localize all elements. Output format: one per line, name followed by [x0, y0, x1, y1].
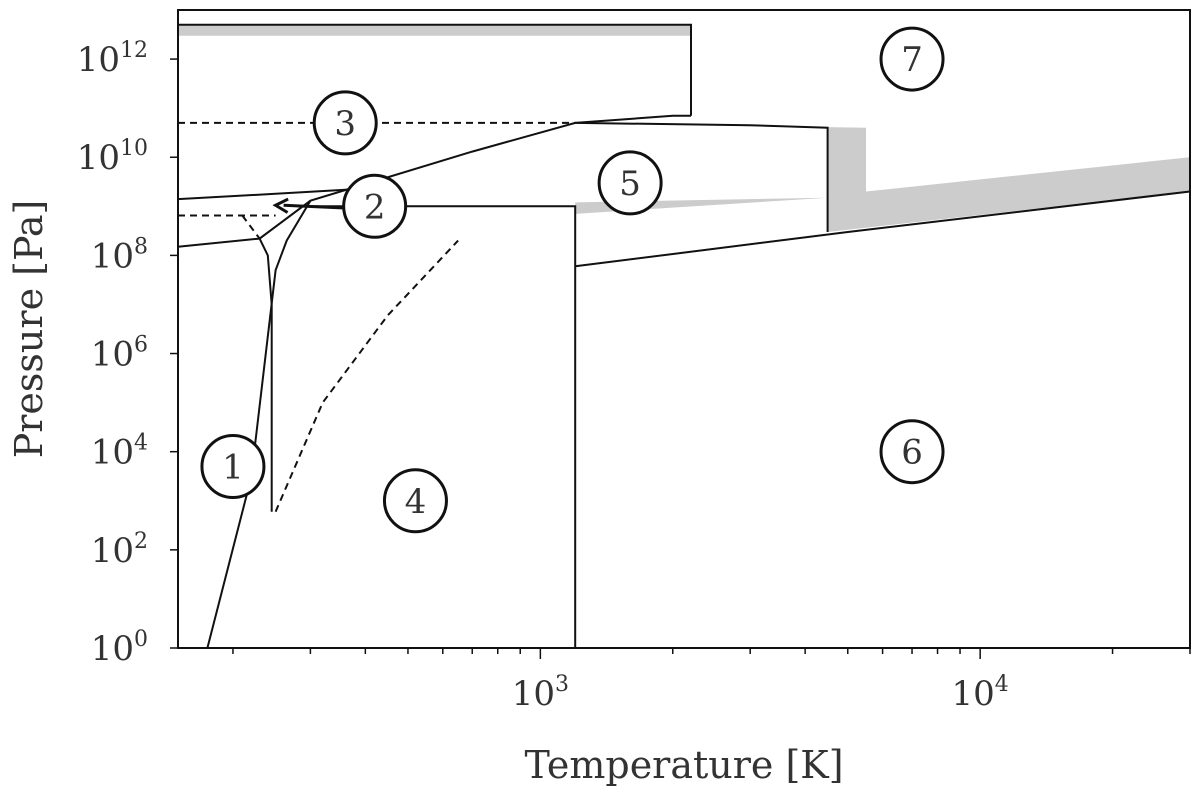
phase-boundary-2 — [177, 187, 366, 201]
dashed-boundary-11 — [241, 214, 261, 240]
arrow-head-1 — [272, 197, 289, 214]
uncertainty-band-1 — [178, 24, 691, 36]
region-5-marker — [597, 150, 663, 216]
region-3-marker — [312, 90, 378, 156]
region-markers: 1 2 3 4 5 6 7 — [200, 26, 945, 534]
x-tick-label: 104 — [952, 672, 1009, 714]
y-axis-ticks: 100 102 104 106 108 1010 1012 — [77, 38, 178, 669]
x-axis-ticks: 103 104 — [232, 648, 1191, 714]
x-tick-label: 103 — [512, 672, 569, 714]
region-3-label: 3 — [334, 104, 356, 144]
phase-boundaries — [177, 23, 1191, 649]
region-4-label: 4 — [405, 482, 427, 522]
region-2-label: 2 — [364, 187, 386, 227]
y-tick-label: 108 — [91, 234, 148, 276]
phase-boundary-5 — [178, 23, 692, 116]
y-tick-label: 104 — [91, 431, 148, 473]
y-tick-label: 106 — [91, 333, 148, 375]
uncertainty-bands — [178, 24, 1190, 232]
dashed-boundary-12 — [274, 239, 459, 513]
x-axis-title: Temperature [K] — [524, 743, 843, 787]
plot-frame — [177, 9, 1191, 649]
y-tick-label: 102 — [91, 529, 148, 571]
phase-boundary-6 — [575, 121, 829, 232]
phase-boundary-7 — [297, 205, 577, 648]
phase-boundary-4 — [258, 238, 273, 512]
y-tick-label: 1010 — [77, 136, 148, 178]
region-7-label: 7 — [901, 40, 923, 80]
region-6-marker — [879, 419, 945, 485]
region-2-marker — [342, 173, 408, 239]
region-1-marker — [200, 433, 266, 499]
phase-boundary-8 — [575, 190, 1191, 268]
region-7-marker — [879, 26, 945, 92]
y-axis-title: Pressure [Pa] — [7, 200, 51, 459]
region-1-label: 1 — [222, 447, 244, 487]
y-tick-label: 1012 — [77, 38, 148, 80]
region-5-label: 5 — [619, 164, 641, 204]
region-6-label: 6 — [901, 433, 923, 473]
region-4-marker — [382, 468, 448, 534]
uncertainty-band-2 — [575, 122, 1190, 232]
y-tick-label: 100 — [91, 627, 148, 669]
phase-boundary-3 — [206, 200, 312, 649]
